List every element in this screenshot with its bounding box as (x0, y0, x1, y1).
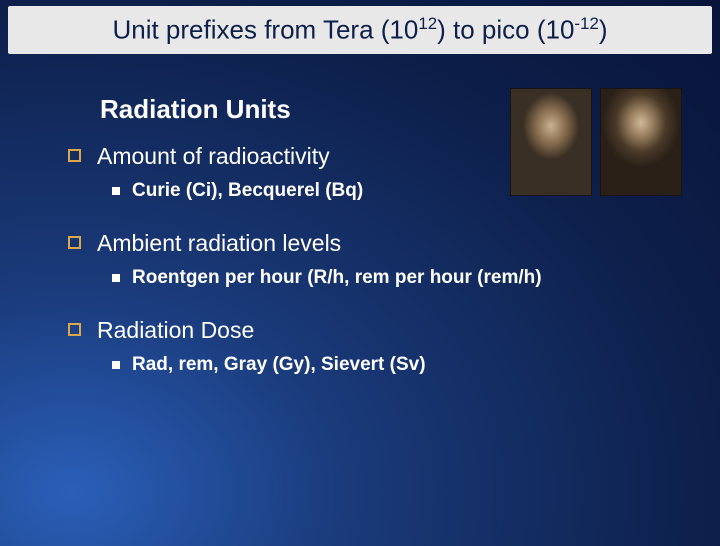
subitem-label: Roentgen per hour (R/h, rem per hour (re… (132, 267, 542, 289)
subitem-label: Rad, rem, Gray (Gy), Sievert (Sv) (132, 354, 426, 376)
item-label: Ambient radiation levels (97, 230, 341, 257)
list-item: Radiation Dose (68, 317, 680, 344)
list-subitem: Curie (Ci), Becquerel (Bq) (112, 180, 680, 202)
list-subitem: Roentgen per hour (R/h, rem per hour (re… (112, 267, 680, 289)
hollow-square-icon (68, 323, 81, 336)
item-label: Amount of radioactivity (97, 143, 330, 170)
hollow-square-icon (68, 149, 81, 162)
content-area: Radiation Units Amount of radioactivity … (0, 54, 720, 376)
title-mid: ) to pico (10 (437, 15, 574, 45)
list-item: Amount of radioactivity (68, 143, 680, 170)
filled-square-icon (112, 361, 120, 369)
subitem-label: Curie (Ci), Becquerel (Bq) (132, 180, 363, 202)
title-sup2: -12 (574, 14, 598, 33)
hollow-square-icon (68, 236, 81, 249)
title-post: ) (599, 15, 608, 45)
filled-square-icon (112, 274, 120, 282)
list-subitem: Rad, rem, Gray (Gy), Sievert (Sv) (112, 354, 680, 376)
title-sup1: 12 (418, 14, 437, 33)
filled-square-icon (112, 187, 120, 195)
item-label: Radiation Dose (97, 317, 254, 344)
title-pre: Unit prefixes from Tera (10 (112, 15, 418, 45)
title-bar: Unit prefixes from Tera (1012) to pico (… (8, 6, 712, 54)
slide-title: Unit prefixes from Tera (1012) to pico (… (24, 14, 696, 46)
list-item: Ambient radiation levels (68, 230, 680, 257)
section-heading: Radiation Units (100, 94, 680, 125)
